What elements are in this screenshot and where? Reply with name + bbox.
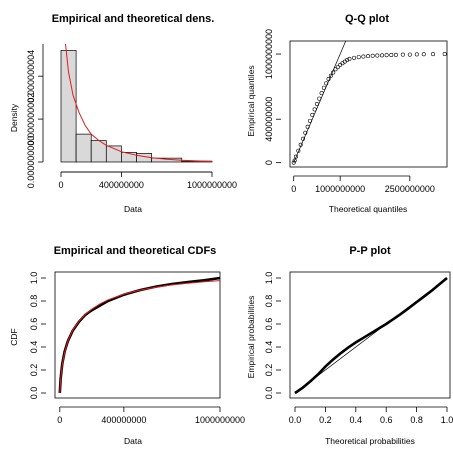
qq-point (414, 52, 419, 57)
pp-y-tick-label: 1.0 (264, 272, 274, 285)
cdf-y-tick-label: 0.0 (29, 387, 39, 400)
qq-point (294, 154, 299, 159)
qq-point (393, 52, 398, 57)
density-xlabel: Data (124, 204, 142, 214)
qq-point (324, 81, 329, 86)
cdf-y-tick-label: 0.6 (29, 318, 39, 331)
cdf-xlabel: Data (124, 436, 142, 446)
density-x-tick-label: 400000000 (99, 180, 144, 190)
qq-point (310, 112, 315, 117)
pp-x-tick-label: 0.0 (289, 415, 302, 425)
cdf-y-tick-label: 0.8 (29, 295, 39, 308)
qq-title: Q-Q plot (345, 13, 389, 25)
qq-point (335, 65, 340, 70)
qq-point (431, 52, 436, 57)
pp-y-tick-label: 0.0 (264, 387, 274, 400)
qq-y-tick-label: 400000000 (264, 97, 274, 142)
cdf-panel: Empirical and theoretical CDFs Data CDF … (9, 245, 245, 446)
histogram-bar (60, 50, 77, 163)
qq-point (356, 55, 361, 60)
qq-point (321, 85, 326, 90)
qq-point (389, 53, 394, 58)
qq-point (292, 158, 297, 163)
pp-plot-box (289, 271, 451, 399)
pp-y-tick-label: 0.6 (264, 318, 274, 331)
qq-point (328, 73, 333, 78)
pp-y-tick-label: 0.8 (264, 295, 274, 308)
qq-point (347, 56, 352, 61)
cdf-y-tick-label: 0.2 (29, 364, 39, 377)
pp-x-tick-label: 0.8 (410, 415, 423, 425)
qq-y-tick-label: 0 (264, 160, 274, 165)
pp-x-tick-label: 0.6 (380, 415, 393, 425)
pp-panel: P-P plot Theoretical probabilities Empir… (246, 245, 453, 446)
qq-point (361, 54, 366, 59)
qq-point (301, 136, 306, 141)
qq-panel: Q-Q plot Theoretical quantiles Empirical… (246, 13, 448, 214)
pp-xlabel: Theoretical probabilities (325, 436, 415, 446)
cdf-x-tick-label: 400000000 (101, 415, 146, 425)
qq-y-tick-label: 1000000000 (264, 29, 274, 79)
qq-point (384, 53, 389, 58)
qq-point (319, 91, 324, 96)
density-panel: Empirical and theoretical dens. Data Den… (9, 13, 237, 214)
qq-point (296, 148, 301, 153)
qq-point (317, 96, 322, 101)
pp-title: P-P plot (349, 245, 391, 257)
pp-ylabel: Empirical probabilities (246, 296, 256, 379)
qq-point (331, 70, 336, 75)
cdf-y-tick-label: 1.0 (29, 272, 39, 285)
cdf-y-tick-label: 0.4 (29, 341, 39, 354)
qq-point (370, 53, 375, 58)
qq-point (314, 102, 319, 107)
density-y-tick-label: 0.000000002 (26, 93, 36, 146)
pp-points-curve (294, 276, 448, 395)
qq-point (326, 77, 331, 82)
qq-x-tick-label: 1000000000 (315, 184, 365, 194)
cdf-theoretical-curve (59, 280, 221, 394)
qq-point (400, 52, 405, 57)
qq-reference-line (293, 40, 347, 163)
qq-x-tick-label: 2500000000 (385, 184, 435, 194)
density-ylabel: Density (9, 103, 19, 132)
qq-point (305, 124, 310, 129)
qq-point (352, 55, 357, 60)
qq-point (291, 160, 296, 165)
qq-point (375, 53, 380, 58)
density-y-tick-label: 0.000000004 (26, 50, 36, 103)
qq-x-tick-label: 0 (291, 184, 296, 194)
cdf-plot-box (54, 271, 221, 399)
density-x-tick-label: 0 (58, 180, 63, 190)
qq-point (307, 118, 312, 123)
pp-x-tick-label: 0.2 (319, 415, 332, 425)
qq-point (442, 52, 447, 57)
density-title: Empirical and theoretical dens. (52, 13, 215, 25)
qq-point (407, 52, 412, 57)
histogram-bar (75, 133, 92, 163)
cdf-x-tick-label: 1000000000 (195, 415, 245, 425)
qq-point (333, 67, 338, 72)
qq-point (303, 130, 308, 135)
cdf-title: Empirical and theoretical CDFs (54, 245, 217, 257)
density-x-tick-label: 1000000000 (187, 180, 237, 190)
qq-point (366, 54, 371, 59)
pp-y-tick-label: 0.4 (264, 341, 274, 354)
qq-xlabel: Theoretical quantiles (329, 204, 407, 214)
qq-ylabel: Empirical quantiles (246, 65, 256, 136)
pp-x-tick-label: 1.0 (441, 415, 453, 425)
density-y-tick-label: 0.000000000 (26, 136, 36, 189)
qq-point (312, 107, 317, 112)
pp-x-tick-label: 0.4 (350, 415, 363, 425)
qq-point (298, 142, 303, 147)
qq-plot-box (289, 40, 448, 168)
density-curve (65, 43, 213, 162)
qq-point (421, 52, 426, 57)
qq-point (379, 53, 384, 58)
cdf-ylabel: CDF (9, 328, 19, 345)
qq-point (345, 58, 350, 63)
cdf-empirical-curve (58, 276, 221, 394)
pp-y-tick-label: 0.2 (264, 364, 274, 377)
cdf-x-tick-label: 0 (57, 415, 62, 425)
